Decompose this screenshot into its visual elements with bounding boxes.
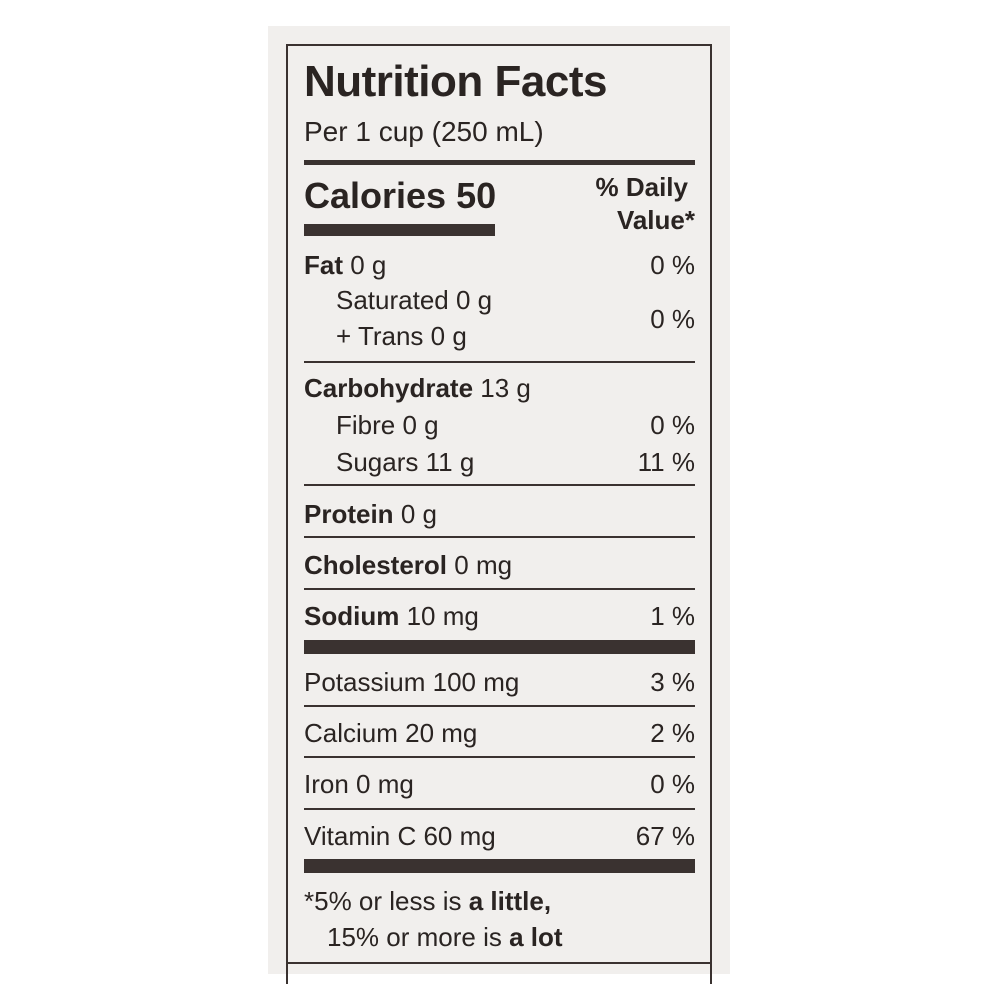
calcium-row: Calcium 20 mg [304, 718, 478, 748]
carbohydrate-row: Carbohydrate 13 g [304, 375, 531, 401]
footnote-line1: *5% or less is a little, [304, 888, 551, 914]
sugars-row: Sugars 11 g [336, 447, 475, 477]
divider [304, 588, 695, 590]
potassium-dv: 3 % [650, 667, 695, 697]
sodium-name: Sodium [304, 601, 400, 631]
divider [304, 484, 695, 486]
iron-dv: 0 % [650, 769, 695, 799]
footnote-emphasis: a little [468, 886, 544, 916]
sodium-amount: 10 mg [406, 601, 479, 631]
saturated-row: Saturated 0 g [336, 285, 493, 315]
footnote-text: *5% or less is [304, 886, 469, 916]
fat-amount: 0 g [350, 250, 387, 280]
footnote-comma: , [543, 886, 552, 916]
cholesterol-amount: 0 mg [454, 550, 513, 580]
sat-trans-dv: 0 % [650, 304, 695, 334]
dv-header-line2: Value* [616, 205, 695, 235]
fat-dv: 0 % [650, 250, 695, 280]
label-title: Nutrition Facts [304, 57, 607, 106]
sodium-row: Sodium 10 mg [304, 603, 479, 629]
fibre-dv: 0 % [650, 410, 695, 440]
label-card [268, 26, 730, 974]
protein-amount: 0 g [400, 499, 437, 529]
vitamin-c-row: Vitamin C 60 mg [304, 821, 496, 851]
vitamin-c-dv: 67 % [635, 821, 695, 851]
footnote-text: 15% or more is [327, 922, 510, 952]
carbohydrate-name: Carbohydrate [304, 373, 474, 403]
divider [304, 808, 695, 810]
divider [304, 756, 695, 758]
divider [304, 361, 695, 363]
footnote-emphasis: a lot [509, 922, 563, 952]
protein-name: Protein [304, 499, 394, 529]
fat-name: Fat [304, 250, 343, 280]
divider-thick [304, 160, 695, 165]
dv-header-line1: % Daily [595, 172, 689, 202]
cholesterol-row: Cholesterol 0 mg [304, 552, 512, 578]
iron-row: Iron 0 mg [304, 769, 414, 799]
fat-row: Fat 0 g [304, 252, 386, 278]
divider-heavy [304, 859, 695, 873]
serving-size: Per 1 cup (250 mL) [304, 116, 544, 147]
calories-bar [304, 224, 495, 236]
cholesterol-name: Cholesterol [304, 550, 448, 580]
calories: Calories 50 [304, 175, 497, 216]
calcium-dv: 2 % [650, 718, 695, 748]
trans-row: + Trans 0 g [336, 321, 467, 351]
footnote-line2: 15% or more is a lot [327, 924, 563, 950]
sugars-dv: 11 % [637, 447, 695, 477]
divider [304, 536, 695, 538]
divider-heavy [304, 640, 695, 654]
sodium-dv: 1 % [650, 601, 695, 631]
potassium-row: Potassium 100 mg [304, 667, 520, 697]
label-border [286, 44, 712, 984]
carbohydrate-amount: 13 g [480, 373, 531, 403]
protein-row: Protein 0 g [304, 501, 437, 527]
bottom-rule [286, 962, 712, 964]
fibre-row: Fibre 0 g [336, 410, 439, 440]
divider [304, 705, 695, 707]
